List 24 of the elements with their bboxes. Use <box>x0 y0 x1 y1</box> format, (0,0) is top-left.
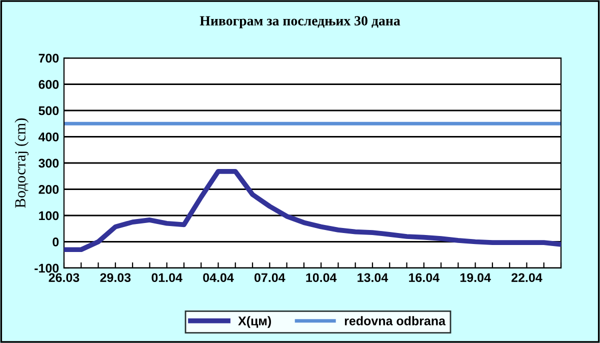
x-tick-label: 19.04 <box>460 273 491 282</box>
y-tick-label: 700 <box>38 54 59 63</box>
y-tick-label: 400 <box>38 132 59 142</box>
y-tick-label: 200 <box>38 185 59 194</box>
x-tick-label: 10.04 <box>306 273 337 282</box>
x-tick-label: 04.04 <box>203 273 234 282</box>
x-tick-label: 26.03 <box>48 273 80 282</box>
y-axis-title: Водостај (cm) <box>14 118 29 208</box>
y-tick-label: 100 <box>39 211 59 220</box>
x-tick-label: 01.04 <box>152 273 182 282</box>
x-tick-label: 22.04 <box>512 273 542 282</box>
line-series <box>64 168 561 252</box>
x-tick-label: 13.04 <box>358 273 388 282</box>
legend-label: redovna odbrana <box>344 316 446 326</box>
x-tick-label: 07.04 <box>254 273 286 282</box>
chart-title: Нивограм за последњих 30 дана <box>200 16 400 28</box>
y-tick-label: 300 <box>38 158 59 168</box>
y-tick-label: 0 <box>52 238 59 246</box>
y-tick-label: -100 <box>34 264 59 273</box>
y-tick-label: 600 <box>38 80 59 89</box>
x-tick-label: 29.03 <box>100 273 131 282</box>
y-tick-label: 500 <box>38 106 59 116</box>
x-tick-label: 16.04 <box>409 273 440 282</box>
legend-label: X(цм) <box>238 316 271 328</box>
